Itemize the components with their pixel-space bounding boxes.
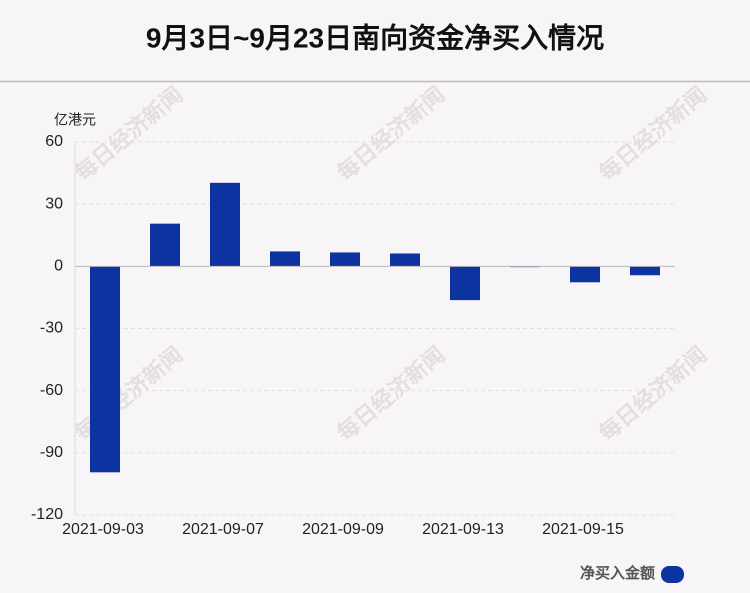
legend-swatch [661,566,684,583]
bar [450,266,480,301]
bar [570,266,600,283]
y-tick-label: -120 [31,506,63,523]
bar [150,223,180,267]
bar [330,252,360,267]
y-tick-label: -60 [40,382,63,399]
x-tick-label: 2021-09-15 [542,521,624,538]
chart-title: 9月3日~9月23日南向资金净买入情况 [146,21,604,53]
y-axis-label: 亿港元 [54,112,96,128]
bar [630,266,660,276]
x-tick-label: 2021-09-13 [422,521,504,538]
y-tick-label: -90 [40,444,63,461]
legend-label: 净买入金额 [580,564,655,582]
bar [90,266,120,473]
y-tick-label: 0 [54,258,63,275]
y-tick-label: 60 [45,133,63,150]
bar [390,253,420,267]
y-tick-label: -30 [40,320,63,337]
bar [270,251,300,267]
bar [210,182,240,267]
x-tick-label: 2021-09-03 [62,521,144,538]
x-tick-label: 2021-09-07 [182,521,264,538]
x-tick-label: 2021-09-09 [302,521,384,538]
y-tick-label: 30 [45,195,63,212]
